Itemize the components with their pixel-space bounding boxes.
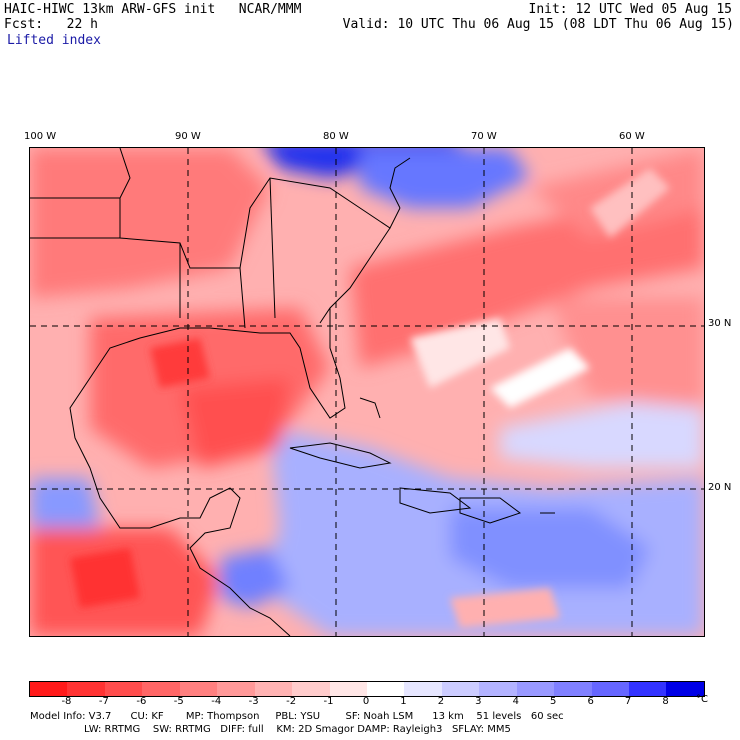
- colorbar-segment: [404, 682, 442, 696]
- lon-label-100w: 100 W: [24, 131, 57, 142]
- run-title: HAIC-HIWC 13km ARW-GFS init NCAR/MMM: [4, 2, 302, 17]
- colorbar-segment: [666, 682, 704, 696]
- colorbar-segment: [104, 682, 143, 696]
- model-info-line2: LW: RRTMG SW: RRTMG DIFF: full KM: 2D Sm…: [30, 724, 511, 735]
- lat-label-30n: 30 N: [708, 318, 732, 329]
- colorbar-segment: [30, 682, 68, 696]
- forecast-hour: Fcst: 22 h: [4, 17, 98, 32]
- colorbar-segment: [254, 682, 293, 696]
- colorbar-segment: [591, 682, 629, 696]
- lon-label-80w: 80 W: [323, 131, 349, 142]
- colorbar-tick-label: -8: [61, 696, 72, 707]
- colorbar-tick-label: 1: [400, 696, 407, 707]
- colorbar-tick-label: -5: [173, 696, 184, 707]
- colorbar-segment: [554, 682, 592, 696]
- colorbar-tick-label: 8: [662, 696, 669, 707]
- field-shading: [30, 148, 704, 636]
- lon-label-70w: 70 W: [471, 131, 497, 142]
- lon-label-60w: 60 W: [619, 131, 645, 142]
- field-name: Lifted index: [7, 33, 101, 48]
- field-details: [70, 168, 670, 628]
- colorbar-segment: [292, 682, 330, 696]
- colorbar-tick-label: -6: [136, 696, 147, 707]
- init-time: Init: 12 UTC Wed 05 Aug 15: [528, 2, 733, 17]
- colorbar-segment: [217, 682, 255, 696]
- graticule: [30, 148, 704, 636]
- colorbar-tick-label: 4: [512, 696, 519, 707]
- colorbar-tick-label: -7: [98, 696, 109, 707]
- colorbar-tick-label: -4: [211, 696, 222, 707]
- colorbar-segment: [329, 682, 367, 696]
- colorbar-unit: °C: [696, 694, 708, 705]
- colorbar-tick-label: -3: [248, 696, 259, 707]
- lon-label-90w: 90 W: [175, 131, 201, 142]
- colorbar-tick-label: 2: [437, 696, 445, 707]
- colorbar-tick-label: 0: [362, 696, 370, 707]
- colorbar-segment: [366, 682, 405, 696]
- colorbar-segment: [67, 682, 105, 696]
- colorbar: [29, 681, 705, 697]
- map-canvas: [30, 148, 704, 636]
- colorbar-segment: [179, 682, 218, 696]
- colorbar-segment: [142, 682, 180, 696]
- colorbar-segment: [441, 682, 480, 696]
- colorbar-segment: [516, 682, 555, 696]
- valid-time: Valid: 10 UTC Thu 06 Aug 15 (08 LDT Thu …: [342, 17, 734, 32]
- colorbar-segment: [629, 682, 667, 696]
- lifted-index-map: [29, 147, 705, 637]
- colorbar-tick-label: 3: [475, 696, 482, 707]
- colorbar-segment: [479, 682, 517, 696]
- colorbar-tick-label: -2: [286, 696, 297, 707]
- lat-label-20n: 20 N: [708, 482, 732, 493]
- colorbar-tick-label: 6: [587, 696, 594, 707]
- colorbar-tick-label: -1: [323, 696, 334, 707]
- model-info-line1: Model Info: V3.7 CU: KF MP: Thompson PBL…: [30, 711, 564, 722]
- colorbar-tick-label: 5: [550, 696, 557, 707]
- coastlines: [30, 148, 555, 636]
- colorbar-tick-label: 7: [624, 696, 632, 707]
